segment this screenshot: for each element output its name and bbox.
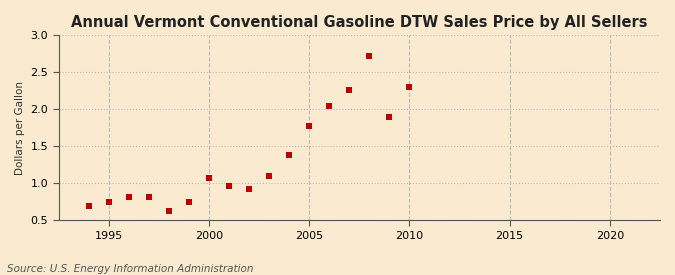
Point bbox=[284, 153, 294, 157]
Point bbox=[204, 176, 215, 180]
Point bbox=[163, 209, 174, 214]
Point bbox=[324, 103, 335, 108]
Point bbox=[103, 200, 114, 204]
Point bbox=[223, 184, 234, 188]
Title: Annual Vermont Conventional Gasoline DTW Sales Price by All Sellers: Annual Vermont Conventional Gasoline DTW… bbox=[71, 15, 647, 30]
Point bbox=[244, 186, 254, 191]
Point bbox=[404, 85, 415, 89]
Point bbox=[304, 124, 315, 128]
Point bbox=[264, 174, 275, 178]
Point bbox=[144, 194, 155, 199]
Point bbox=[84, 203, 95, 208]
Point bbox=[344, 88, 355, 92]
Y-axis label: Dollars per Gallon: Dollars per Gallon bbox=[15, 81, 25, 175]
Point bbox=[384, 114, 395, 119]
Point bbox=[364, 54, 375, 58]
Text: Source: U.S. Energy Information Administration: Source: U.S. Energy Information Administ… bbox=[7, 264, 253, 274]
Point bbox=[124, 194, 134, 199]
Point bbox=[184, 200, 194, 204]
